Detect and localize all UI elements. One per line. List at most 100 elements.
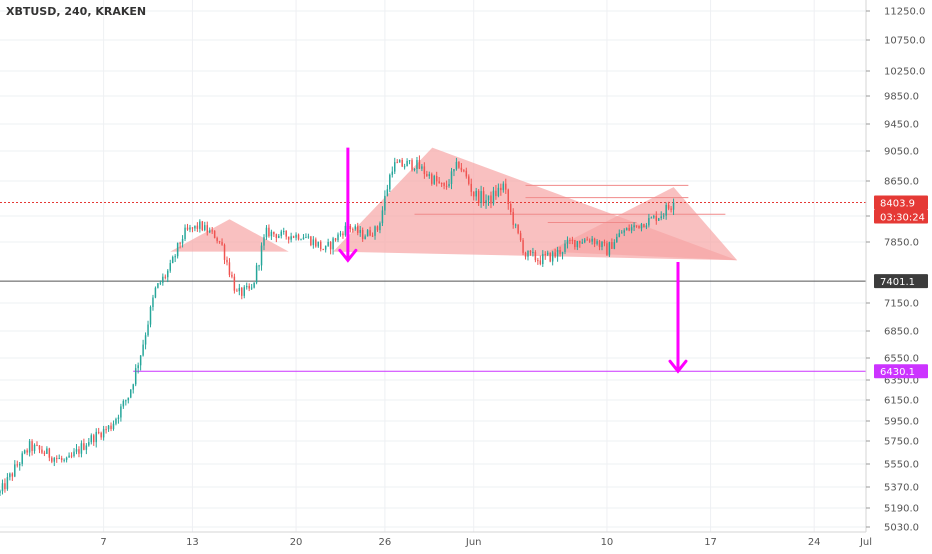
candle-body (36, 444, 38, 446)
arrow-head[interactable] (668, 359, 688, 374)
candle-body (334, 238, 337, 241)
candle-body (21, 453, 23, 464)
x-tick-label: 17 (704, 537, 717, 548)
y-tick-label: 8650.0 (884, 177, 919, 188)
candle-layer (0, 155, 675, 496)
y-tick-label: 9850.0 (884, 92, 919, 103)
candle-body (643, 223, 645, 228)
candle-body (411, 160, 413, 170)
candle-body (226, 259, 228, 263)
candle-body (376, 226, 379, 231)
candle-body (307, 236, 310, 238)
candle-body (95, 431, 97, 443)
neckline-price-badge: 7401.1 (880, 277, 915, 288)
candle-body (519, 233, 522, 241)
candle-body (179, 242, 181, 244)
arrow-head[interactable] (338, 248, 358, 263)
candle-body (176, 242, 179, 257)
candle-body (16, 464, 19, 466)
candle-body (97, 431, 100, 433)
candle-body (270, 231, 273, 237)
candle-body (445, 185, 448, 187)
candle-body (579, 240, 581, 244)
candle-body (31, 441, 33, 451)
candle-body (1, 483, 4, 492)
candle-body (344, 225, 347, 236)
candle-body (524, 252, 527, 257)
candle-body (265, 227, 268, 238)
candle-body (297, 234, 300, 240)
candle-body (539, 260, 542, 265)
price-axis[interactable]: 11250.0 10750.0 10250.0 9850.0 9450.0 9050.0 8… (866, 7, 925, 534)
y-tick-label: 10750.0 (884, 36, 925, 47)
x-tick-label: 10 (601, 537, 614, 548)
candle-body (14, 464, 16, 477)
candle-body (112, 423, 115, 430)
candle-body (431, 174, 433, 184)
candle-body (201, 221, 204, 231)
candle-body (559, 250, 561, 255)
candle-body (41, 449, 43, 453)
candle-body (337, 234, 339, 241)
candle-body (398, 159, 401, 163)
candle-body (480, 191, 482, 204)
candle-body (645, 225, 648, 228)
candle-body (537, 260, 539, 262)
candle-body (364, 236, 366, 239)
y-tick-label: 9450.0 (884, 120, 919, 131)
candle-body (167, 270, 169, 278)
candle-body (194, 225, 196, 229)
candle-body (507, 189, 509, 205)
candle-body (546, 252, 549, 255)
candle-body (509, 204, 512, 213)
candle-body (139, 355, 142, 366)
candle-body (416, 160, 418, 169)
candle-body (327, 241, 329, 246)
candle-body (394, 162, 396, 172)
countdown-badge-bg (874, 209, 928, 224)
candle-body (648, 218, 650, 226)
pattern-triangle[interactable] (170, 219, 289, 252)
candle-body (349, 225, 352, 230)
candle-body (517, 224, 519, 234)
candle-body (603, 241, 606, 244)
candle-body (485, 200, 487, 204)
countdown-badge: 03:30:24 (880, 213, 925, 224)
candle-body (33, 444, 36, 451)
candle-body (428, 174, 431, 176)
candle-body (640, 223, 643, 229)
candle-body (154, 287, 157, 298)
candle-body (472, 191, 475, 197)
pattern-layer (170, 147, 738, 261)
candle-body (144, 335, 147, 345)
candle-body (660, 216, 662, 219)
candle-body (512, 212, 514, 225)
time-axis[interactable]: 7 13 20 26 Jun 10 17 24 Jul (100, 537, 872, 548)
candle-body (554, 252, 556, 257)
candle-body (102, 429, 105, 438)
candle-body (371, 235, 374, 237)
candle-body (236, 290, 238, 292)
candle-body (75, 449, 78, 452)
y-tick-label: 7850.0 (884, 238, 919, 249)
candle-body (56, 458, 58, 460)
candle-body (497, 187, 500, 197)
candle-body (253, 282, 255, 288)
candle-body (107, 425, 110, 430)
candle-body (611, 241, 613, 249)
candle-body (228, 262, 231, 275)
candle-body (495, 190, 497, 197)
candle-body (529, 250, 532, 253)
candle-body (635, 225, 638, 227)
candle-body (199, 221, 201, 229)
y-tick-label: 6350.0 (884, 376, 919, 387)
x-tick-label: Jul (859, 537, 872, 548)
candle-body (162, 276, 164, 283)
candle-body (243, 287, 245, 296)
y-tick-label: 5550.0 (884, 460, 919, 471)
candle-body (100, 432, 102, 438)
candle-body (438, 181, 440, 183)
candle-body (213, 230, 216, 239)
